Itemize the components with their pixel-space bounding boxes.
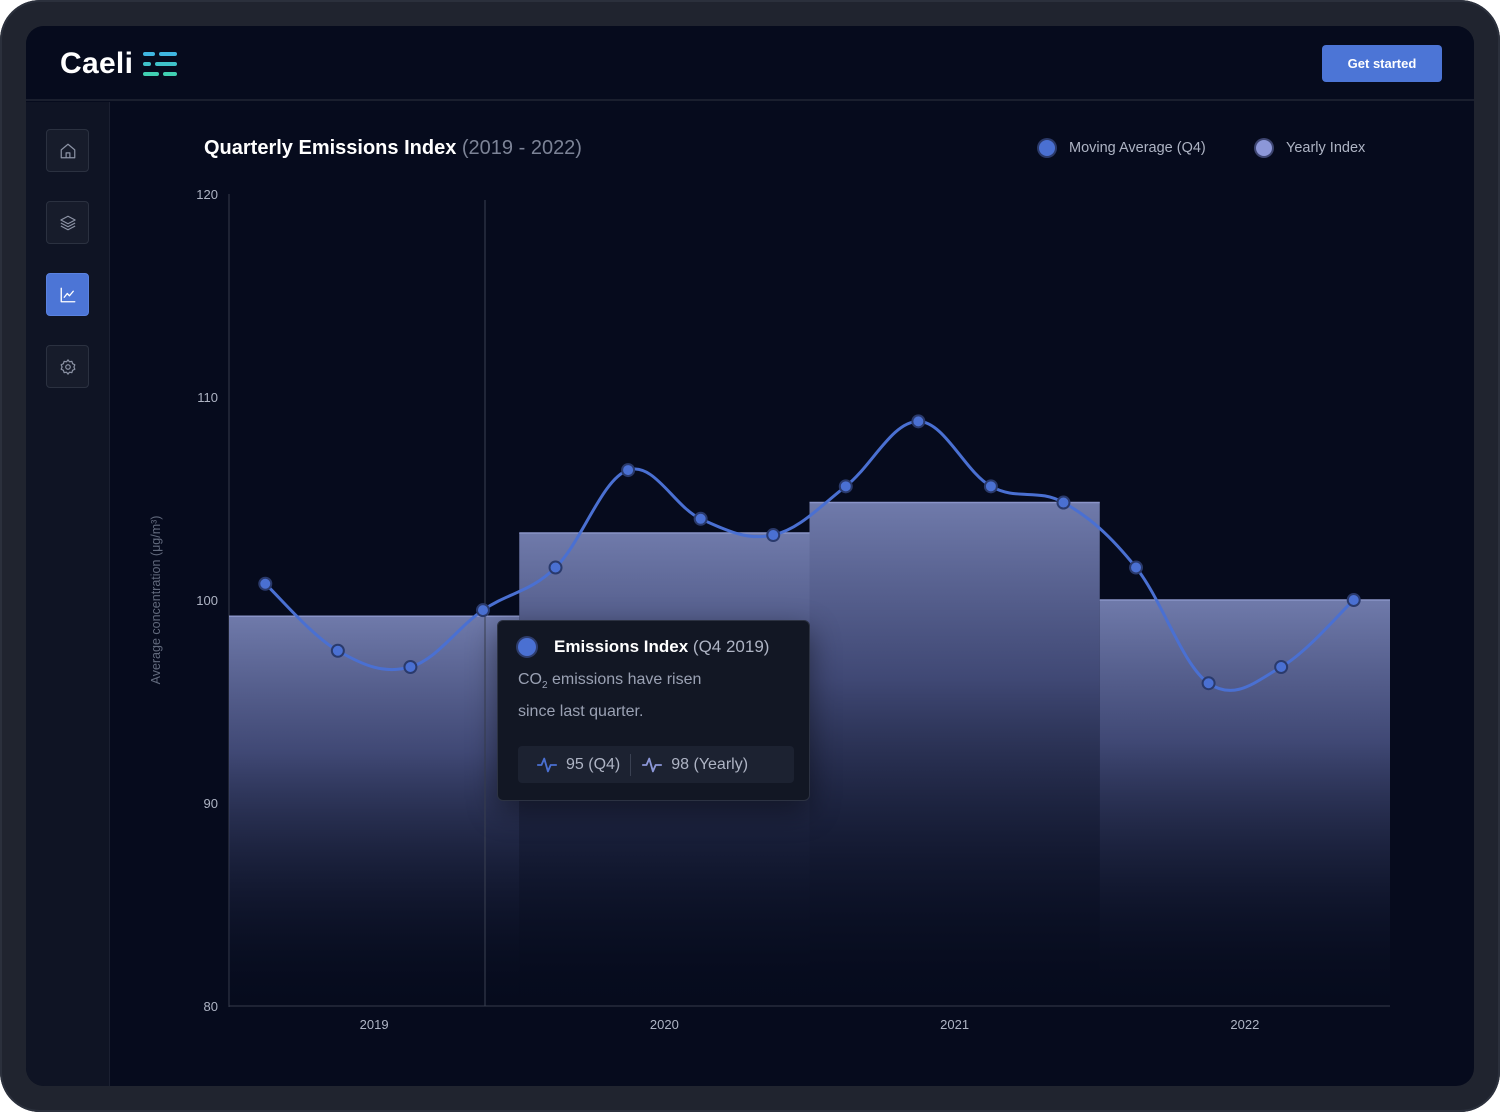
moving-average-point [403, 659, 418, 674]
sidebar-item-home[interactable] [46, 129, 89, 172]
moving-average-point [983, 479, 998, 494]
moving-average-point [838, 479, 853, 494]
stat-divider [630, 753, 632, 776]
legend-item-yearly-index[interactable]: Yearly Index [1256, 140, 1365, 156]
moving-average-point [548, 560, 563, 575]
sidebar [26, 102, 110, 1086]
gear-icon [60, 358, 75, 375]
chart-subtitle: (2019 - 2022) [461, 137, 582, 159]
moving-average-point [1274, 659, 1289, 674]
chart-line-icon [60, 287, 75, 302]
chart-title: Quarterly Emissions Index (2019 - 2022) [204, 137, 582, 159]
y-tick-label: 100 [196, 593, 218, 608]
y-tick-label: 90 [204, 796, 218, 811]
moving-average-point [621, 463, 636, 478]
bar-yearly-index [229, 616, 520, 1006]
x-tick-label: 2019 [360, 1017, 389, 1032]
app-screen: Caeli Get started [26, 26, 1474, 1086]
home-icon [60, 143, 75, 158]
stat-yearly: 98 (Yearly) [641, 754, 748, 776]
brand-logo[interactable]: Caeli [60, 46, 178, 82]
sidebar-item-layers[interactable] [46, 201, 89, 244]
tooltip-period: (Q4 2019) [692, 637, 770, 656]
x-tick-label: 2021 [940, 1017, 969, 1032]
get-started-button[interactable]: Get started [1322, 45, 1442, 82]
legend-dot-icon [1039, 140, 1055, 156]
tooltip-stats: 95 (Q4) 98 (Yearly) [518, 746, 794, 783]
chart-tooltip: Emissions Index (Q4 2019) CO2 emissions … [497, 620, 810, 801]
top-bar: Caeli Get started [26, 26, 1474, 101]
layers-icon [59, 215, 76, 230]
series-dot-icon [518, 638, 536, 656]
legend-item-moving-average[interactable]: Moving Average (Q4) [1039, 140, 1206, 156]
moving-average-point [475, 603, 490, 618]
stat-q4: 95 (Q4) [536, 754, 620, 776]
moving-average-point [693, 511, 708, 526]
tooltip-description: CO2 emissions have risen since last quar… [518, 671, 702, 721]
moving-average-point [766, 528, 781, 543]
pulse-icon [642, 757, 663, 772]
bar-yearly-index [1099, 600, 1390, 1006]
moving-average-point [1346, 593, 1361, 607]
moving-average-point [911, 414, 926, 429]
moving-average-point [258, 576, 273, 591]
moving-average-point [330, 643, 345, 658]
chart-panel: Quarterly Emissions Index (2019 - 2022) … [110, 102, 1474, 1086]
x-tick-label: 2020 [650, 1017, 679, 1032]
y-axis-label: Average concentration (μg/m³) [149, 516, 163, 685]
pulse-icon [536, 757, 558, 772]
y-tick-label: 110 [197, 390, 218, 405]
legend-dot-icon [1256, 140, 1272, 156]
y-tick-label: 80 [204, 999, 218, 1014]
brand-mark-icon [143, 52, 178, 76]
x-tick-label: 2022 [1230, 1017, 1259, 1032]
brand-name: Caeli [60, 47, 134, 80]
moving-average-point [1201, 676, 1216, 691]
sidebar-item-settings[interactable] [46, 345, 89, 388]
bar-yearly-index [809, 502, 1100, 1006]
tooltip-title: Emissions Index (Q4 2019) [554, 637, 770, 656]
y-tick-label: 120 [196, 187, 218, 202]
sidebar-item-analytics[interactable] [46, 273, 89, 316]
emissions-chart: 80 90 100 110 120 Average concentration (μg/m… [149, 187, 1390, 1032]
moving-average-point [1056, 495, 1071, 510]
moving-average-point [1129, 560, 1144, 575]
moving-average-line [264, 419, 1355, 692]
